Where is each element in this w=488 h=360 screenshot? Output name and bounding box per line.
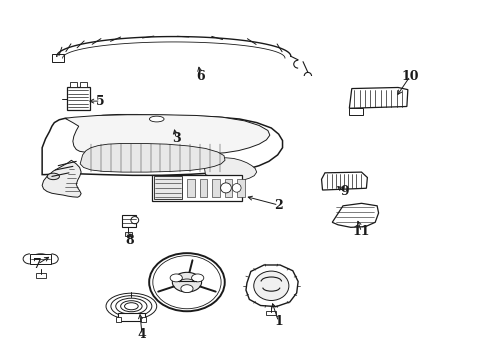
- Polygon shape: [331, 203, 378, 227]
- Bar: [224, 179, 232, 197]
- Ellipse shape: [131, 217, 139, 224]
- Bar: [52, 54, 64, 62]
- Bar: [66, 87, 90, 110]
- Text: 7: 7: [33, 258, 41, 271]
- Text: 8: 8: [125, 234, 134, 247]
- Bar: [118, 313, 145, 320]
- Bar: [122, 215, 136, 227]
- Bar: [70, 82, 77, 87]
- Ellipse shape: [253, 271, 288, 301]
- Bar: [186, 179, 194, 197]
- Polygon shape: [42, 160, 81, 197]
- Ellipse shape: [220, 183, 231, 193]
- Text: 6: 6: [196, 69, 204, 82]
- Text: 4: 4: [138, 328, 146, 341]
- Ellipse shape: [170, 274, 182, 282]
- Polygon shape: [204, 158, 256, 181]
- Bar: [30, 254, 51, 264]
- Bar: [124, 232, 132, 236]
- Text: 3: 3: [172, 132, 180, 145]
- Bar: [36, 273, 45, 278]
- Bar: [237, 179, 244, 197]
- Bar: [199, 179, 207, 197]
- Ellipse shape: [149, 253, 224, 311]
- Polygon shape: [65, 115, 269, 156]
- Bar: [80, 82, 87, 87]
- Polygon shape: [80, 143, 224, 172]
- Polygon shape: [321, 172, 366, 190]
- Ellipse shape: [153, 256, 221, 309]
- Text: 10: 10: [401, 69, 418, 82]
- Text: 5: 5: [96, 95, 105, 108]
- Bar: [152, 175, 242, 201]
- Ellipse shape: [47, 173, 60, 180]
- Bar: [154, 176, 182, 199]
- Ellipse shape: [149, 116, 163, 122]
- Bar: [266, 311, 276, 315]
- Text: 11: 11: [352, 225, 369, 238]
- Text: 1: 1: [274, 315, 283, 328]
- Polygon shape: [42, 115, 282, 175]
- Bar: [141, 318, 146, 321]
- Bar: [348, 108, 362, 115]
- Ellipse shape: [30, 254, 51, 264]
- Ellipse shape: [172, 273, 201, 292]
- Ellipse shape: [181, 285, 193, 293]
- Text: 2: 2: [274, 199, 283, 212]
- Bar: [212, 179, 220, 197]
- Ellipse shape: [191, 274, 203, 282]
- Polygon shape: [245, 265, 298, 307]
- Text: 9: 9: [340, 185, 348, 198]
- Bar: [116, 318, 121, 321]
- Polygon shape: [348, 87, 407, 108]
- Ellipse shape: [232, 184, 241, 192]
